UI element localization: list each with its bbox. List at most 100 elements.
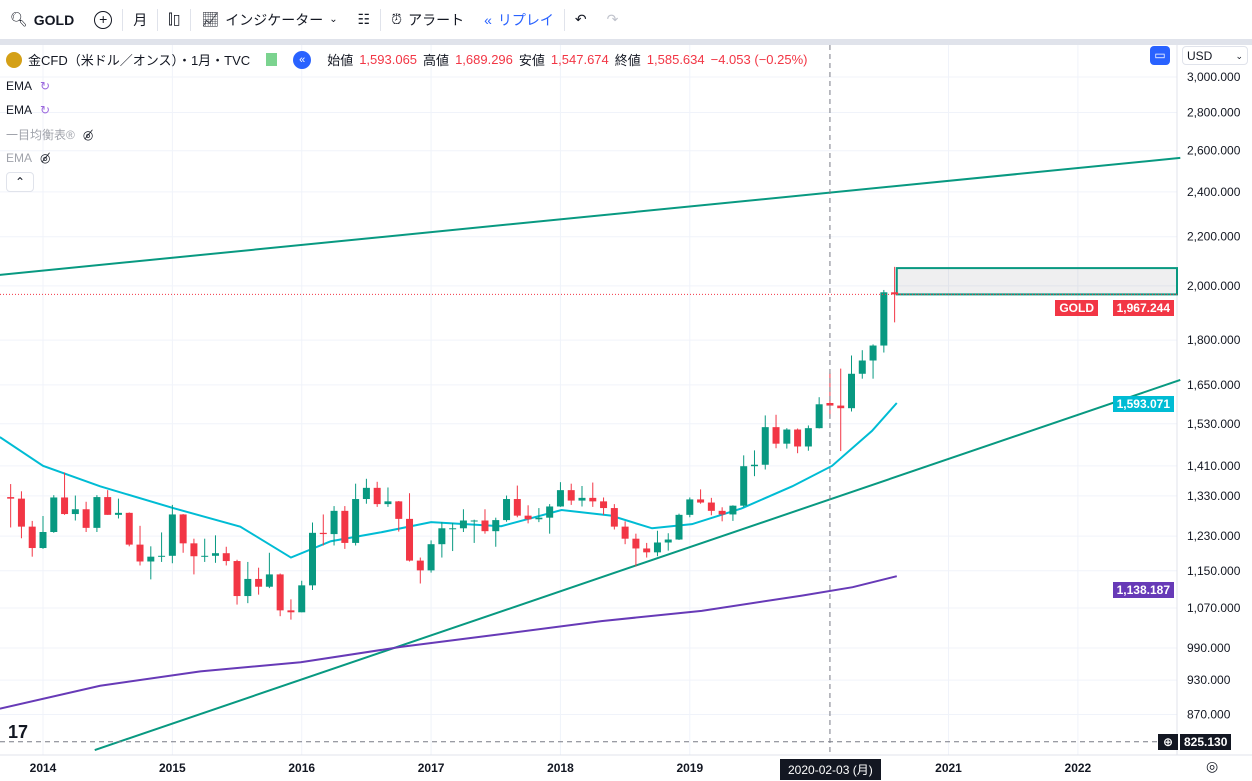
candle-body: [783, 429, 791, 444]
candle-body: [556, 490, 564, 507]
legend-title: 金CFD（米ドル／オンス）・1月・TVC: [28, 53, 251, 68]
currency-select[interactable]: USD ⌄: [1182, 46, 1248, 65]
chart-type-button[interactable]: ⫿▯: [158, 0, 190, 39]
candle-body: [643, 548, 651, 553]
chevron-down-icon: ⌄: [1235, 51, 1243, 61]
candle-body: [330, 510, 338, 535]
indicator-ema-3[interactable]: EMA ◎̸: [6, 151, 51, 165]
candle-body: [750, 464, 758, 467]
close-value: 1,585.634: [646, 52, 705, 67]
ema-fast-line: [0, 402, 898, 559]
candle-body: [470, 520, 478, 522]
candle-body: [880, 292, 888, 346]
chevron-down-icon: ⌄: [329, 14, 338, 25]
candles-icon: ⫿▯: [168, 11, 181, 27]
undo-button[interactable]: ↶: [565, 0, 597, 39]
price-tick-label: 990.000: [1187, 641, 1231, 655]
candle-body: [578, 497, 586, 501]
candle-body: [438, 528, 446, 545]
ema-fast-tag: 1,593.071: [1112, 396, 1174, 412]
grid-icon: ☷: [357, 11, 371, 27]
crosshair-date-tag: 2020-02-03 (月): [780, 759, 881, 780]
compare-button[interactable]: +: [84, 0, 122, 39]
redo-button[interactable]: ↷: [597, 0, 629, 39]
templates-button[interactable]: ☷: [348, 0, 381, 39]
interval-button[interactable]: 月: [123, 0, 157, 39]
symbol-search[interactable]: 🔍︎ GOLD: [0, 0, 84, 39]
indicator-ichimoku[interactable]: 一目均衡表® ◎̸: [6, 126, 93, 143]
candle-body: [858, 360, 866, 374]
sync-button[interactable]: ▭: [1150, 46, 1170, 65]
candle-body: [459, 520, 467, 529]
candle-body: [309, 532, 316, 586]
candle-body: [395, 501, 403, 519]
candle-body: [179, 514, 187, 544]
candle-body: [50, 497, 58, 533]
redo-icon: ↷: [606, 11, 619, 27]
rectangle-zone: [895, 267, 1178, 296]
crosshair-price-tag: 825.130: [1180, 734, 1232, 750]
high-label: 高値: [423, 53, 450, 68]
add-alert-button[interactable]: ⊕: [1158, 734, 1178, 750]
price-tick-label: 1,800.000: [1187, 333, 1241, 347]
divider: [122, 8, 124, 31]
divider: [563, 8, 565, 31]
candle-body: [147, 556, 155, 562]
ema-slow-tag: 1,138.187: [1112, 582, 1174, 598]
candle-body: [341, 510, 349, 543]
collapse-legend-button[interactable]: ⌃: [6, 172, 34, 192]
replay-button[interactable]: « リプレイ: [474, 0, 564, 39]
candle-body: [621, 526, 629, 539]
time-tick-label: 2015: [159, 761, 186, 775]
divider: [190, 8, 192, 31]
plus-circle-icon: +: [94, 10, 113, 29]
candle-body: [535, 517, 543, 520]
candle-body: [114, 512, 122, 515]
tradingview-logo[interactable]: 17: [8, 722, 29, 742]
alert-button[interactable]: ⏰︎ アラート: [381, 0, 474, 39]
indicator-ema-1[interactable]: EMA ↻: [6, 79, 50, 93]
price-tick-label: 2,400.000: [1187, 185, 1241, 199]
top-toolbar: 🔍︎ GOLD + 月 ⫿▯ 📈︎ インジケーター ⌄ ☷ ⏰︎ アラート «リプレイ …: [0, 0, 1252, 39]
candle-body: [201, 555, 209, 557]
candle-body: [61, 497, 69, 515]
candle-body: [276, 574, 284, 611]
indicator-label: EMA: [6, 79, 33, 93]
price-tick-label: 1,410.000: [1187, 459, 1241, 473]
price-tick-label: 2,800.000: [1187, 106, 1241, 120]
sync-icon: ▭: [1154, 48, 1166, 62]
time-tick-label: 2021: [935, 761, 962, 775]
time-tick-label: 2022: [1065, 761, 1092, 775]
candle-body: [319, 532, 327, 535]
candle-body: [93, 497, 101, 528]
candle-body: [287, 610, 295, 613]
candle-body: [244, 578, 252, 597]
replay-label: リプレイ: [497, 11, 554, 28]
candle-body: [718, 510, 726, 515]
indicator-ema-2[interactable]: EMA ↻: [6, 103, 50, 117]
loading-icon: ↻: [40, 79, 51, 93]
candle-body: [136, 544, 144, 562]
candle-body: [761, 427, 769, 465]
candle-body: [632, 538, 640, 549]
settings-eye-icon[interactable]: ◎: [1206, 758, 1219, 774]
symbol-legend: 金CFD（米ドル／オンス）・1月・TVC « 始値 1,593.065 高値 1,6…: [6, 50, 807, 69]
price-chart[interactable]: 3,000.000 2,800.000 2,600.000 2,400.000 2,20…: [0, 45, 1252, 781]
indicators-button[interactable]: 📈︎ インジケーター ⌄: [191, 0, 347, 39]
candle-body: [729, 505, 737, 515]
plus-circle-icon: ⊕: [1162, 735, 1174, 749]
price-tick-label: 1,650.000: [1187, 378, 1241, 392]
interval-label: 月: [133, 11, 148, 28]
indicator-label: EMA: [6, 151, 33, 165]
time-tick-label: 2016: [288, 761, 315, 775]
market-status-icon: [266, 53, 278, 66]
loading-icon: ↻: [40, 103, 51, 117]
time-tick-label: 2018: [547, 761, 574, 775]
candle-body: [158, 555, 166, 557]
price-tick-label: 3,000.000: [1187, 70, 1241, 84]
candle-body: [653, 542, 661, 553]
indicators-label: インジケーター: [225, 11, 324, 28]
replay-icon[interactable]: «: [293, 50, 312, 69]
divider: [157, 8, 159, 31]
candle-body: [17, 498, 25, 527]
